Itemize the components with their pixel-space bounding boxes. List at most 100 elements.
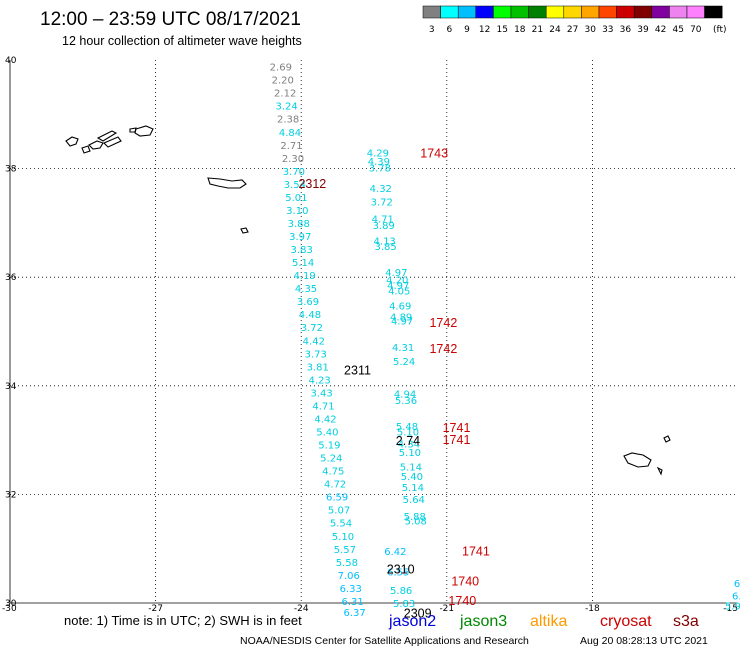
swh-value: 5.07: [328, 506, 350, 517]
swh-value: 4.42: [303, 336, 325, 347]
satellite-jason2: jason2: [388, 613, 436, 630]
pass-time-label: 2309: [404, 606, 432, 620]
swh-value: 4.94: [394, 389, 416, 400]
island-faial: [88, 140, 104, 150]
legend-label: 42: [655, 25, 666, 35]
swh-value: 4.75: [322, 467, 344, 478]
swh-value: 5.83: [393, 599, 415, 610]
swh-value: 4.71: [312, 401, 334, 412]
swh-value: 2.30: [282, 154, 304, 165]
swh-value: 3.81: [307, 362, 329, 373]
latitude-tick-label: 30: [5, 599, 17, 609]
swh-values: 2.69 2.20 2.12 3.24 2.38 4.84 2.71 2.30 3.70 3.54…: [270, 63, 740, 619]
map-subtitle: 12 hour collection of altimeter wave hei…: [62, 34, 302, 48]
swh-value: 6.42: [384, 547, 406, 558]
swh-value: 4.13: [374, 236, 396, 247]
latitude-tick-label: 38: [5, 165, 17, 175]
swh-value: 5.19: [318, 441, 340, 452]
legend-label: 45: [672, 25, 683, 35]
longitude-tick-label: -27: [148, 604, 163, 614]
legend-label: 33: [602, 25, 613, 35]
swh-value: 4.39: [368, 157, 390, 168]
swh-value: 5.10: [399, 448, 421, 459]
swh-value: 2.20: [272, 76, 294, 87]
island-pico: [103, 136, 122, 148]
legend-label: 3: [429, 25, 435, 35]
swh-value: 3.72: [301, 323, 323, 334]
swh-value: 4.69: [389, 302, 411, 313]
swh-value: 4.20: [386, 275, 408, 286]
island-porto-santo: [663, 435, 671, 443]
longitude-axis: -30 -27 -24 -21 -18 -15: [2, 604, 738, 614]
swh-value: 6.55: [387, 568, 409, 579]
latitude-axis: 40 38 36 34 32 30: [5, 56, 17, 609]
pass-time-label: 1741: [443, 421, 471, 435]
swh-value: 5.88: [404, 512, 426, 523]
swh-value: 3.10: [286, 206, 308, 217]
swh-value: 4.97: [385, 268, 407, 279]
latitude-tick-label: 34: [5, 382, 17, 392]
swh-value: 4.35: [295, 284, 317, 295]
color-legend: 3 6 9 12 15 18 21 24 27 30 33 36 39 42 45 70: [422, 5, 723, 35]
legend-swatch: [563, 5, 582, 19]
legend-label: 18: [514, 25, 526, 35]
satellite-s3a: s3a: [673, 613, 699, 630]
credit-line: NOAA/NESDIS Center for Satellite Applica…: [240, 635, 529, 647]
legend-swatch: [581, 5, 600, 19]
swh-value: 3.72: [371, 197, 393, 208]
swh-value: 5.58: [336, 558, 358, 569]
swh-value: 3.70: [283, 167, 305, 178]
swh-value: 5.14: [402, 483, 424, 494]
swh-value: 4.84: [279, 128, 301, 139]
legend-swatch: [651, 5, 670, 19]
swh-value: 5.14: [292, 258, 314, 269]
island-desertas: [656, 466, 663, 476]
swh-value: 2.38: [277, 115, 299, 126]
legend-label: 39: [637, 25, 649, 35]
legend-unit: (ft): [713, 25, 727, 35]
pass-time-label: 1742: [429, 316, 457, 330]
swh-value: 2.12: [274, 89, 296, 100]
swh-value: 4.34: [398, 439, 420, 450]
swh-value: 5.97: [725, 601, 740, 612]
swh-value: 3.73: [305, 349, 327, 360]
pass-time-labels: 17432312174217422311174117412.7417412310…: [298, 146, 489, 620]
pass-time-label: 2.74: [396, 434, 420, 448]
swh-value: 2.69: [270, 63, 292, 74]
legend-swatch: [669, 5, 688, 19]
legend-swatch: [545, 5, 565, 19]
latitude-tick-label: 40: [5, 56, 17, 66]
swh-value: 5.36: [395, 396, 417, 407]
island-sao-miguel: [207, 177, 247, 189]
legend-swatch: [493, 5, 512, 19]
legend-label: 30: [584, 25, 596, 35]
swh-value: 3.88: [288, 219, 310, 230]
pass-time-label: 2311: [344, 364, 371, 378]
satellite-legend: jason2 jason3 altika cryosat s3a: [388, 613, 699, 630]
swh-value: 6.33: [340, 584, 362, 595]
swh-value: 4.42: [314, 414, 336, 425]
longitude-tick-label: -15: [723, 604, 738, 614]
swh-value: 5.64: [403, 495, 425, 506]
swh-value: 5.24: [393, 357, 415, 368]
legend-label: 24: [549, 25, 561, 35]
pass-time-label: 1740: [448, 594, 476, 608]
latitude-tick-label: 32: [5, 490, 16, 500]
swh-value: 7.06: [338, 571, 360, 582]
swh-value: 2.71: [280, 141, 302, 152]
swh-value: 3.69: [297, 297, 319, 308]
swh-value: 4.48: [299, 310, 321, 321]
longitude-tick-label: -30: [2, 604, 17, 614]
legend-swatch: [457, 5, 477, 19]
swh-value: 4.32: [370, 184, 392, 195]
legend-swatch: [528, 5, 547, 19]
swh-value: 4.71: [372, 215, 394, 226]
swh-value: 3.83: [291, 245, 313, 256]
swh-value: 5.01: [285, 193, 307, 204]
legend-swatch: [440, 5, 459, 19]
legend-label: 9: [464, 25, 470, 35]
pass-time-label: 1740: [451, 574, 479, 588]
swh-value: 4.31: [392, 343, 414, 354]
swh-value: 5.48: [396, 422, 418, 433]
lat-lon-grid: [9, 60, 738, 604]
